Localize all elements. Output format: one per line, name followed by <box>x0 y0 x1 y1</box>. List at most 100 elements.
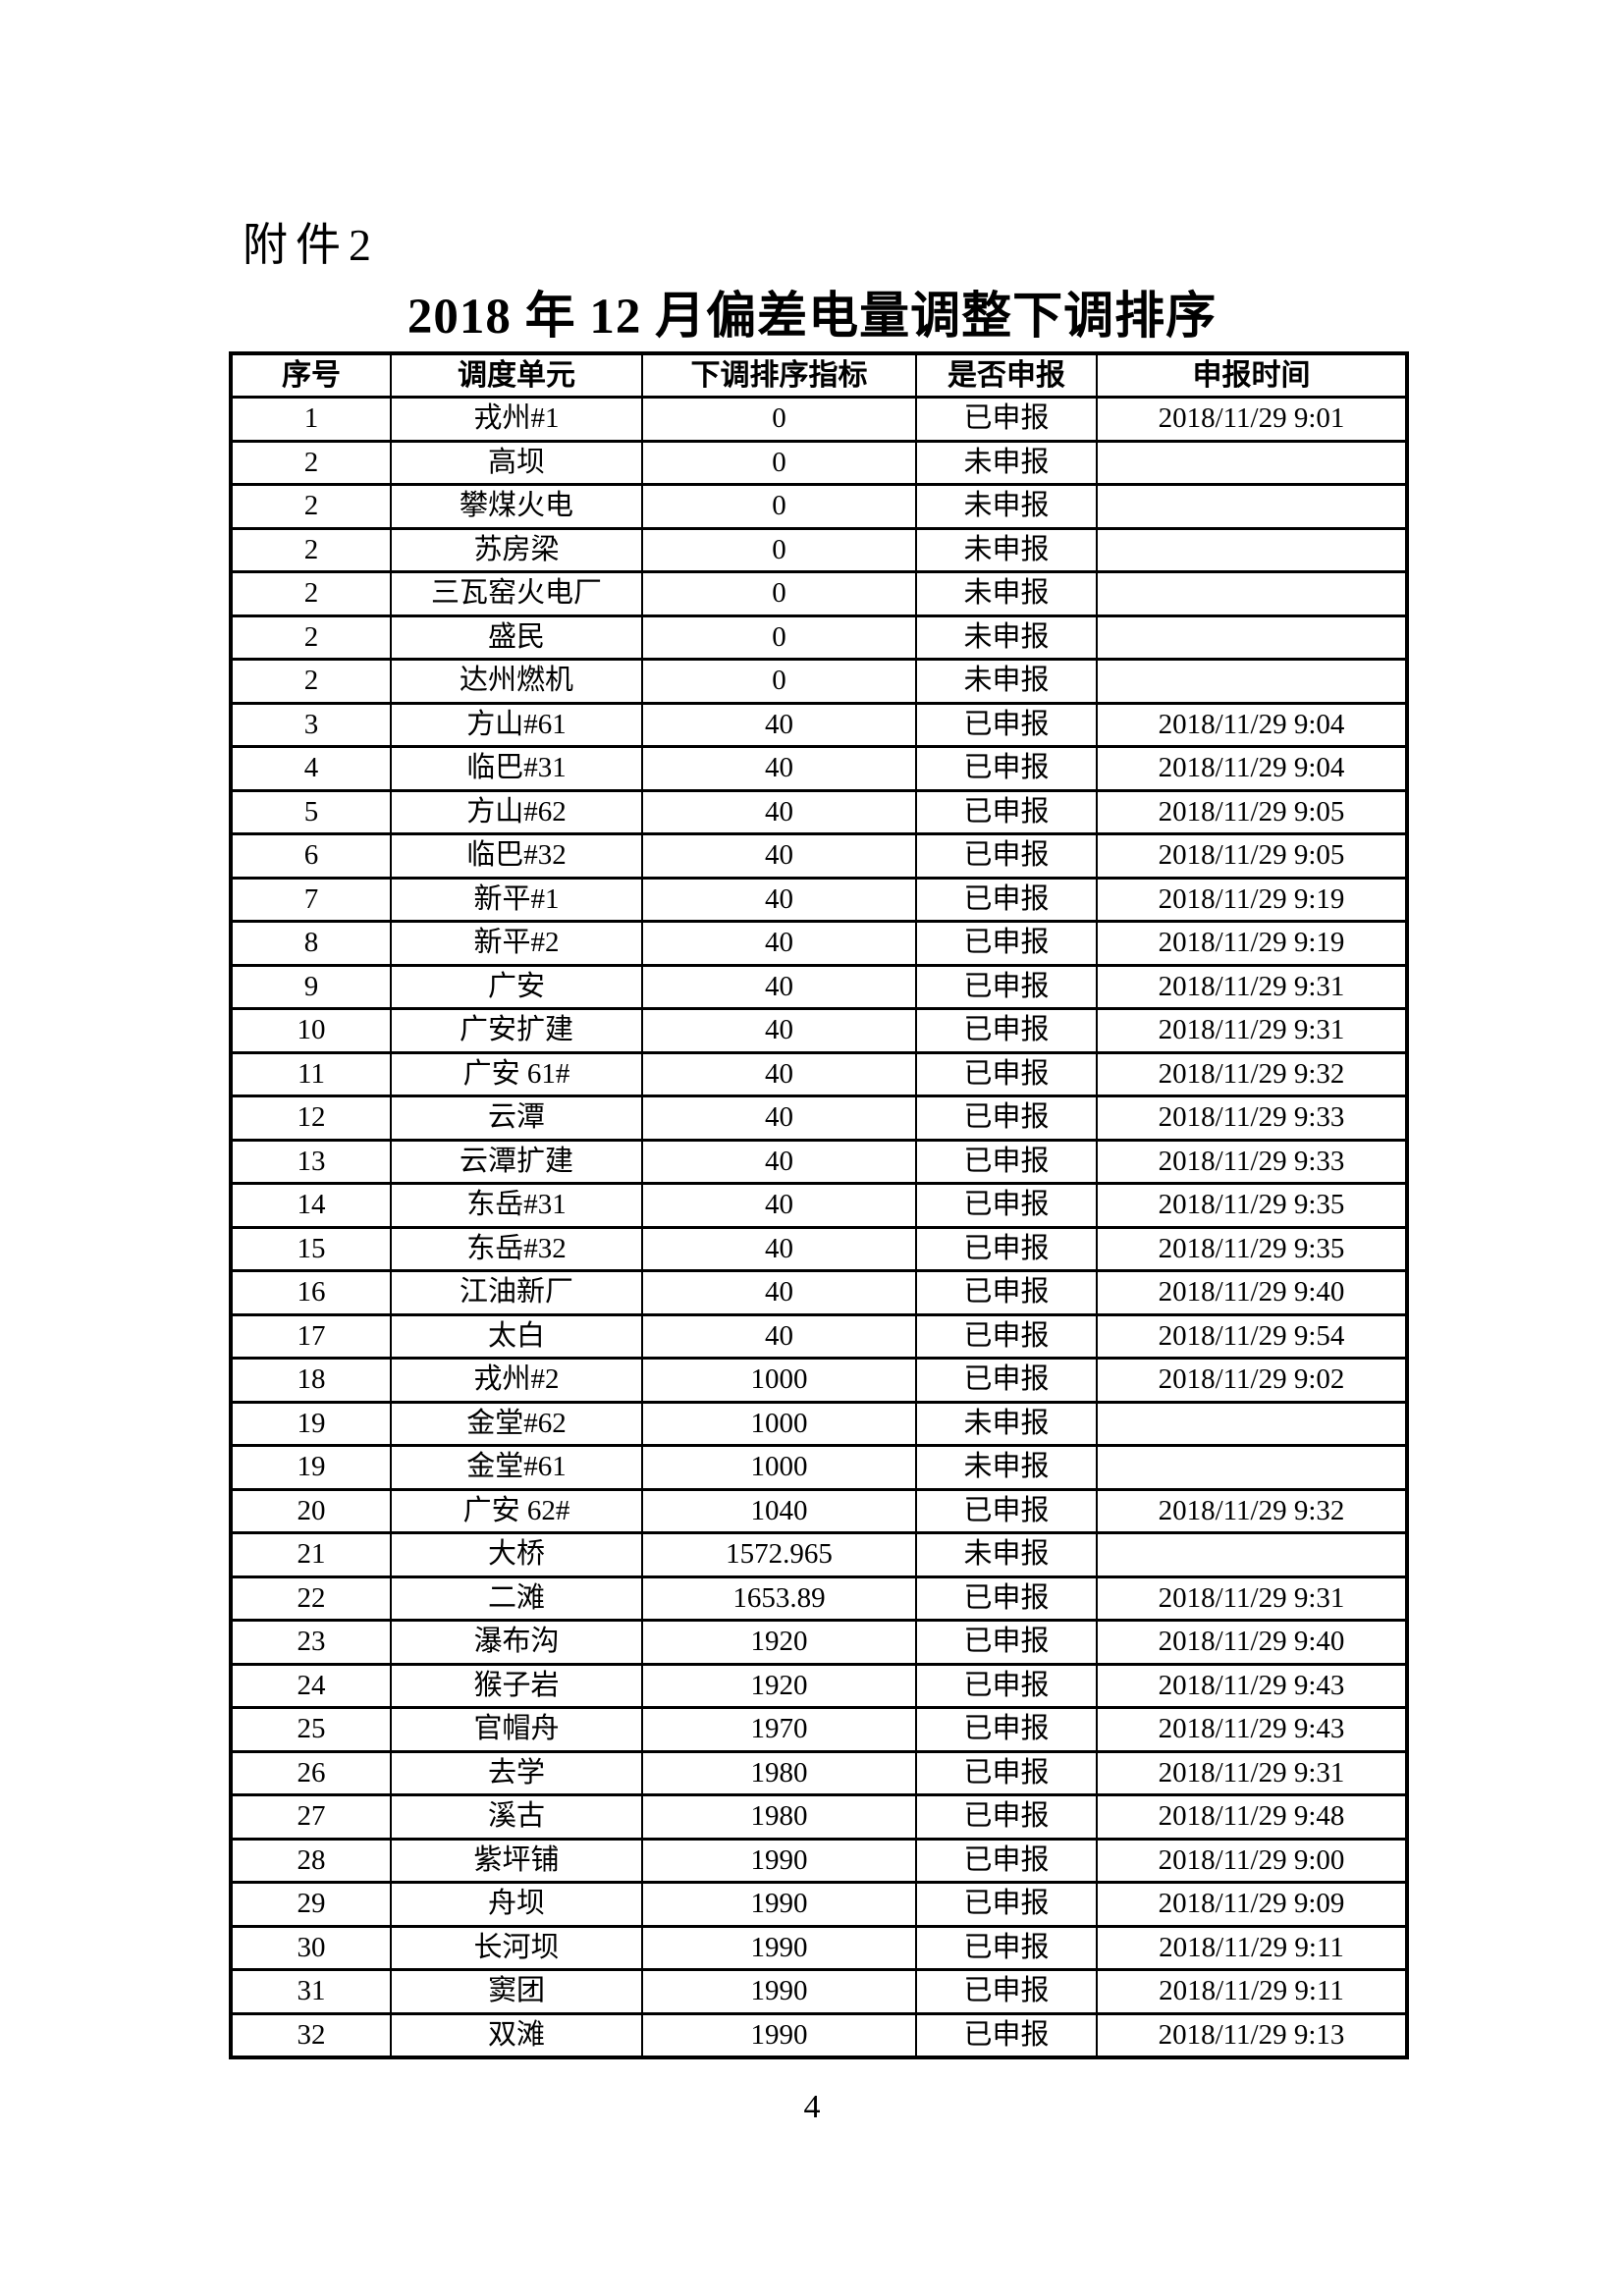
col-seq: 14 <box>230 1182 392 1229</box>
col-seq: 24 <box>230 1662 392 1709</box>
col-seq: 3 <box>230 701 392 748</box>
col-seq: 28 <box>230 1837 392 1884</box>
col-time: 2018/11/29 9:13 <box>1096 2011 1408 2058</box>
table-row: 4 临巴#31 40 已申报 2018/11/29 9:04 <box>230 745 1408 792</box>
table-row: 2 三瓦窑火电厂 0 未申报 <box>230 570 1408 617</box>
table-row: 29 舟坝 1990 已申报 2018/11/29 9:09 <box>230 1881 1408 1928</box>
col-seq: 15 <box>230 1225 392 1272</box>
col-unit: 攀煤火电 <box>390 483 643 530</box>
col-seq: 32 <box>230 2011 392 2058</box>
col-time <box>1096 483 1408 530</box>
col-declared: 未申报 <box>915 1444 1098 1491</box>
col-unit: 金堂#61 <box>390 1444 643 1491</box>
table-row: 2 达州燃机 0 未申报 <box>230 658 1408 705</box>
col-declared: 已申报 <box>915 788 1098 835</box>
col-indicator: 1000 <box>641 1444 917 1491</box>
col-indicator: 40 <box>641 1182 917 1229</box>
col-seq: 20 <box>230 1487 392 1534</box>
attachment-label: 附件2 <box>243 220 379 270</box>
col-declared: 已申报 <box>915 1619 1098 1666</box>
col-unit: 临巴#31 <box>390 745 643 792</box>
col-unit: 新平#2 <box>390 920 643 967</box>
page-number: 4 <box>803 2089 821 2125</box>
col-time: 2018/11/29 9:31 <box>1096 1575 1408 1622</box>
col-declared: 已申报 <box>915 876 1098 923</box>
col-unit: 广安 62# <box>390 1487 643 1534</box>
table-row: 3 方山#61 40 已申报 2018/11/29 9:04 <box>230 701 1408 748</box>
col-unit: 长河坝 <box>390 1924 643 1971</box>
table-row: 2 盛民 0 未申报 <box>230 614 1408 661</box>
col-declared: 已申报 <box>915 1138 1098 1185</box>
col-unit: 苏房梁 <box>390 526 643 573</box>
col-time: 2018/11/29 9:09 <box>1096 1881 1408 1928</box>
col-time: 2018/11/29 9:32 <box>1096 1050 1408 1097</box>
col-seq: 19 <box>230 1400 392 1447</box>
col-seq: 21 <box>230 1531 392 1578</box>
col-time <box>1096 526 1408 573</box>
col-indicator: 40 <box>641 1312 917 1360</box>
col-declared: 已申报 <box>915 745 1098 792</box>
col-declared: 已申报 <box>915 1182 1098 1229</box>
col-declared: 已申报 <box>915 1312 1098 1360</box>
col-unit: 去学 <box>390 1749 643 1796</box>
col-declared: 已申报 <box>915 1749 1098 1796</box>
col-unit: 金堂#62 <box>390 1400 643 1447</box>
col-declared: 已申报 <box>915 1050 1098 1097</box>
col-unit: 云潭扩建 <box>390 1138 643 1185</box>
col-seq: 31 <box>230 1968 392 2015</box>
col-seq: 9 <box>230 963 392 1010</box>
col-seq: 16 <box>230 1269 392 1316</box>
col-unit: 窦团 <box>390 1968 643 2015</box>
table-row: 32 双滩 1990 已申报 2018/11/29 9:13 <box>230 2011 1408 2058</box>
col-declared: 已申报 <box>915 2011 1098 2058</box>
column-header-col-time: 申报时间 <box>1096 351 1408 399</box>
col-declared: 已申报 <box>915 1007 1098 1054</box>
col-indicator: 0 <box>641 483 917 530</box>
col-seq: 6 <box>230 832 392 880</box>
col-time <box>1096 1400 1408 1447</box>
col-indicator: 40 <box>641 920 917 967</box>
col-time: 2018/11/29 9:11 <box>1096 1924 1408 1971</box>
table-row: 8 新平#2 40 已申报 2018/11/29 9:19 <box>230 920 1408 967</box>
col-seq: 4 <box>230 745 392 792</box>
col-declared: 已申报 <box>915 1487 1098 1534</box>
col-declared: 未申报 <box>915 570 1098 617</box>
col-time: 2018/11/29 9:11 <box>1096 1968 1408 2015</box>
col-seq: 19 <box>230 1444 392 1491</box>
table-row: 30 长河坝 1990 已申报 2018/11/29 9:11 <box>230 1924 1408 1971</box>
col-time: 2018/11/29 9:54 <box>1096 1312 1408 1360</box>
col-declared: 已申报 <box>915 1095 1098 1142</box>
col-indicator: 0 <box>641 614 917 661</box>
col-indicator: 0 <box>641 526 917 573</box>
table-row: 15 东岳#32 40 已申报 2018/11/29 9:35 <box>230 1225 1408 1272</box>
col-time: 2018/11/29 9:00 <box>1096 1837 1408 1884</box>
col-indicator: 1000 <box>641 1400 917 1447</box>
col-unit: 盛民 <box>390 614 643 661</box>
col-declared: 未申报 <box>915 439 1098 486</box>
col-indicator: 40 <box>641 1138 917 1185</box>
col-time: 2018/11/29 9:33 <box>1096 1138 1408 1185</box>
table-row: 19 金堂#62 1000 未申报 <box>230 1400 1408 1447</box>
col-declared: 已申报 <box>915 1793 1098 1841</box>
col-seq: 2 <box>230 526 392 573</box>
col-time: 2018/11/29 9:43 <box>1096 1662 1408 1709</box>
col-unit: 太白 <box>390 1312 643 1360</box>
table-row: 2 高坝 0 未申报 <box>230 439 1408 486</box>
col-unit: 舟坝 <box>390 1881 643 1928</box>
col-indicator: 1000 <box>641 1357 917 1404</box>
col-time: 2018/11/29 9:35 <box>1096 1225 1408 1272</box>
table-row: 1 戎州#1 0 已申报 2018/11/29 9:01 <box>230 396 1408 443</box>
col-time: 2018/11/29 9:19 <box>1096 876 1408 923</box>
col-indicator: 40 <box>641 788 917 835</box>
col-declared: 已申报 <box>915 701 1098 748</box>
col-seq: 26 <box>230 1749 392 1796</box>
ranking-table: 序号 调度单元 下调排序指标 是否申报 申报时间 1 戎州#1 0 已申报 2018/11/29… <box>229 351 1409 2059</box>
col-indicator: 0 <box>641 658 917 705</box>
table-row: 16 江油新厂 40 已申报 2018/11/29 9:40 <box>230 1269 1408 1316</box>
col-unit: 紫坪铺 <box>390 1837 643 1884</box>
col-time <box>1096 658 1408 705</box>
table-row: 2 攀煤火电 0 未申报 <box>230 483 1408 530</box>
col-unit: 方山#61 <box>390 701 643 748</box>
col-time: 2018/11/29 9:40 <box>1096 1269 1408 1316</box>
col-seq: 7 <box>230 876 392 923</box>
